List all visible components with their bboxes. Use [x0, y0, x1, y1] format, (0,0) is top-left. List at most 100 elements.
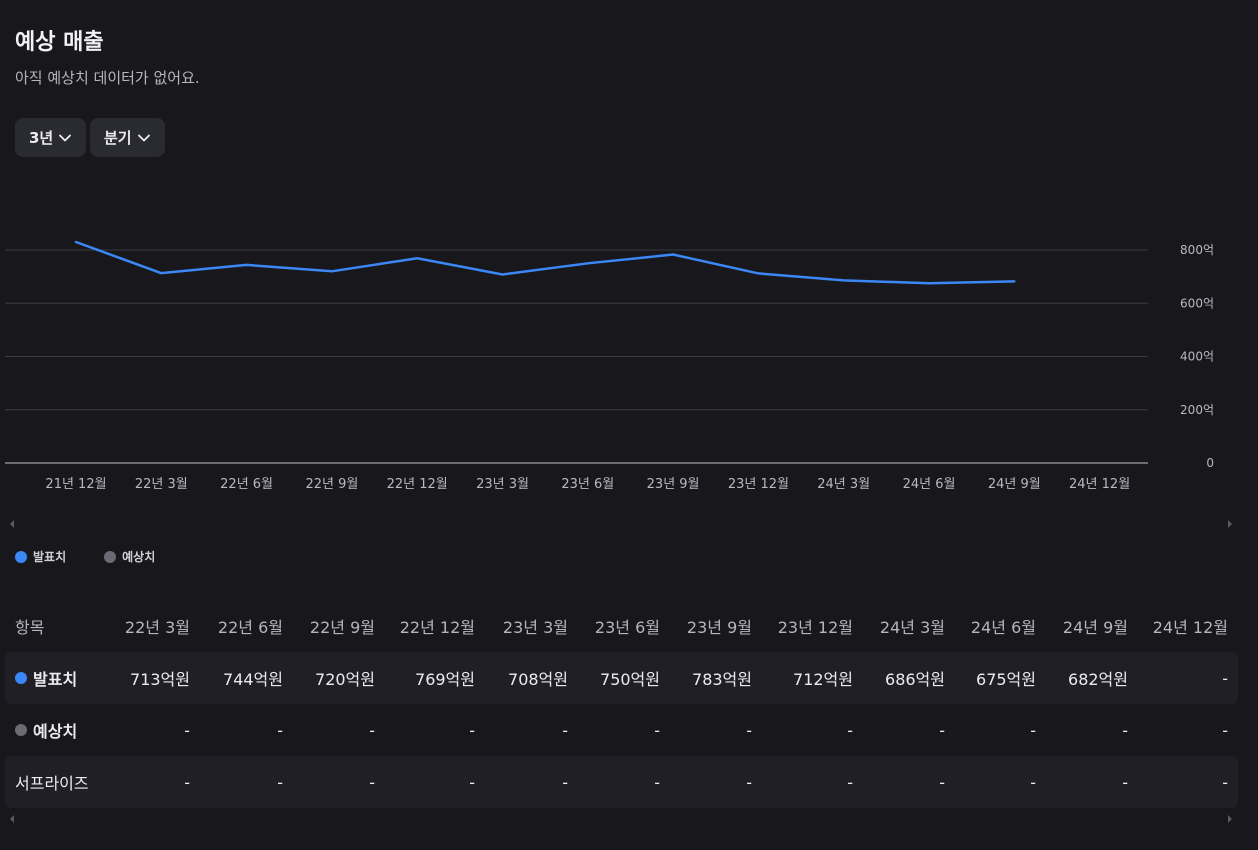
table-row-label: 발표치 — [15, 652, 77, 704]
table-cell: - — [939, 720, 945, 740]
table-row-label: 예상치 — [15, 704, 77, 756]
x-tick-label: 24년 12월 — [1069, 477, 1130, 492]
table-cell: - — [562, 772, 568, 792]
table-cell: - — [277, 772, 283, 792]
table-scroll-left-icon[interactable] — [10, 815, 14, 823]
legend-actual: 발표치 — [15, 548, 66, 565]
row-dot — [15, 672, 27, 684]
table-row: 발표치 713억원 744억원 720억원 769억원 708억원 750억원 783억원 71… — [5, 652, 1238, 704]
table-cell: 783억원 — [692, 670, 752, 689]
y-tick-label: 800억 — [1180, 243, 1214, 257]
x-tick-label: 23년 6월 — [561, 477, 614, 492]
table-header-cell: 23년 3월 — [502, 618, 568, 637]
table-cell: 682억원 — [1068, 670, 1128, 689]
row-label-text: 서프라이즈 — [15, 774, 89, 793]
table-cell: - — [1222, 668, 1228, 688]
row-dot — [15, 724, 27, 736]
table-cell: 713억원 — [130, 670, 190, 689]
table-cell: 744억원 — [223, 670, 283, 689]
table-cell: 686억원 — [885, 670, 945, 689]
legend-estimate-label: 예상치 — [122, 550, 156, 564]
table-cell: - — [847, 772, 853, 792]
table-cell: 708억원 — [508, 670, 568, 689]
unit-dropdown-label: 분기 — [104, 129, 132, 147]
table-scroll-right-icon[interactable] — [1228, 815, 1232, 823]
legend-actual-label: 발표치 — [33, 550, 67, 564]
y-tick-label: 400억 — [1180, 350, 1214, 364]
legend-estimate-dot — [104, 550, 117, 563]
row-label-text: 발표치 — [33, 670, 78, 689]
table-cell: 750억원 — [600, 670, 660, 689]
x-tick-label: 23년 12월 — [728, 477, 789, 492]
chevron-down-icon — [59, 134, 72, 142]
legend-actual-dot — [15, 550, 27, 563]
table-cell: - — [277, 720, 283, 740]
table-cell: - — [469, 720, 475, 740]
table-cell: 720억원 — [315, 670, 375, 689]
x-tick-label: 22년 3월 — [135, 477, 188, 492]
period-dropdown[interactable]: 3년 — [15, 118, 86, 157]
x-tick-label: 24년 6월 — [903, 477, 956, 492]
table-cell: - — [746, 720, 752, 740]
chart-scroll-right-icon[interactable] — [1228, 520, 1232, 528]
table-cell: 712억원 — [793, 670, 853, 689]
x-tick-label: 23년 3월 — [476, 477, 529, 492]
table-cell: - — [1030, 772, 1036, 792]
revenue-table: 항목 22년 3월 22년 6월 22년 9월 22년 12월 23년 3월 23년 6월 2… — [5, 600, 1238, 808]
table-header-item: 항목 — [15, 618, 45, 637]
table-header-row: 항목 22년 3월 22년 6월 22년 9월 22년 12월 23년 3월 23년 6월 2… — [5, 600, 1238, 652]
table-cell: - — [469, 772, 475, 792]
x-tick-label: 24년 3월 — [817, 477, 870, 492]
table-header-cell: 24년 9월 — [1062, 618, 1128, 637]
table-cell: - — [1030, 720, 1036, 740]
x-tick-label: 22년 9월 — [305, 477, 358, 492]
table-header-cell: 24년 6월 — [970, 618, 1036, 637]
table-cell: 675억원 — [976, 670, 1036, 689]
table-cell: - — [1122, 772, 1128, 792]
x-tick-label: 21년 12월 — [45, 477, 106, 492]
table-cell: - — [939, 772, 945, 792]
page-title: 예상 매출 — [15, 30, 104, 55]
table-cell: - — [654, 772, 660, 792]
chart-scroll-left-icon[interactable] — [10, 520, 14, 528]
y-tick-label: 200억 — [1180, 403, 1214, 417]
x-tick-label: 22년 12월 — [387, 477, 448, 492]
table-header-cell: 22년 6월 — [217, 618, 283, 637]
y-tick-label: 0 — [1206, 456, 1214, 470]
series-line-actual — [74, 240, 1016, 285]
table-header-cell: 24년 12월 — [1152, 618, 1228, 637]
table-cell: - — [746, 772, 752, 792]
table-cell: - — [369, 720, 375, 740]
table-cell: 769억원 — [415, 670, 475, 689]
table-header-cell: 22년 12월 — [399, 618, 475, 637]
table-header-cell: 23년 9월 — [686, 618, 752, 637]
table-cell: - — [184, 772, 190, 792]
table-cell: - — [1222, 720, 1228, 740]
chart-legend: 발표치 예상치 — [15, 548, 155, 565]
table-row-label: 서프라이즈 — [15, 756, 89, 808]
revenue-line-chart: 0 200억 400억 600억 800억 21년 12월 22년 3월 22년 6월 22년 … — [5, 240, 1214, 492]
table-header-cell: 23년 12월 — [777, 618, 853, 637]
unit-dropdown[interactable]: 분기 — [90, 118, 165, 157]
table-cell: - — [1222, 772, 1228, 792]
table-cell: - — [847, 720, 853, 740]
x-tick-label: 23년 9월 — [647, 477, 700, 492]
table-cell: - — [562, 720, 568, 740]
x-tick-label: 22년 6월 — [220, 477, 273, 492]
x-tick-label: 24년 9월 — [988, 477, 1041, 492]
table-header-cell: 24년 3월 — [879, 618, 945, 637]
table-cell: - — [369, 772, 375, 792]
table-cell: - — [654, 720, 660, 740]
row-label-text: 예상치 — [33, 722, 78, 741]
table-cell: - — [1122, 720, 1128, 740]
period-dropdown-label: 3년 — [29, 129, 54, 147]
y-tick-label: 600억 — [1180, 296, 1214, 310]
chevron-down-icon — [137, 134, 150, 142]
table-header-cell: 22년 3월 — [124, 618, 190, 637]
page-subtitle: 아직 예상치 데이터가 없어요. — [15, 69, 200, 87]
table-row: 예상치 - - - - - - - - - - - - — [5, 704, 1238, 756]
table-cell: - — [184, 720, 190, 740]
table-row: 서프라이즈 - - - - - - - - - - - - — [5, 756, 1238, 808]
table-header-cell: 23년 6월 — [594, 618, 660, 637]
legend-estimate: 예상치 — [104, 548, 155, 565]
